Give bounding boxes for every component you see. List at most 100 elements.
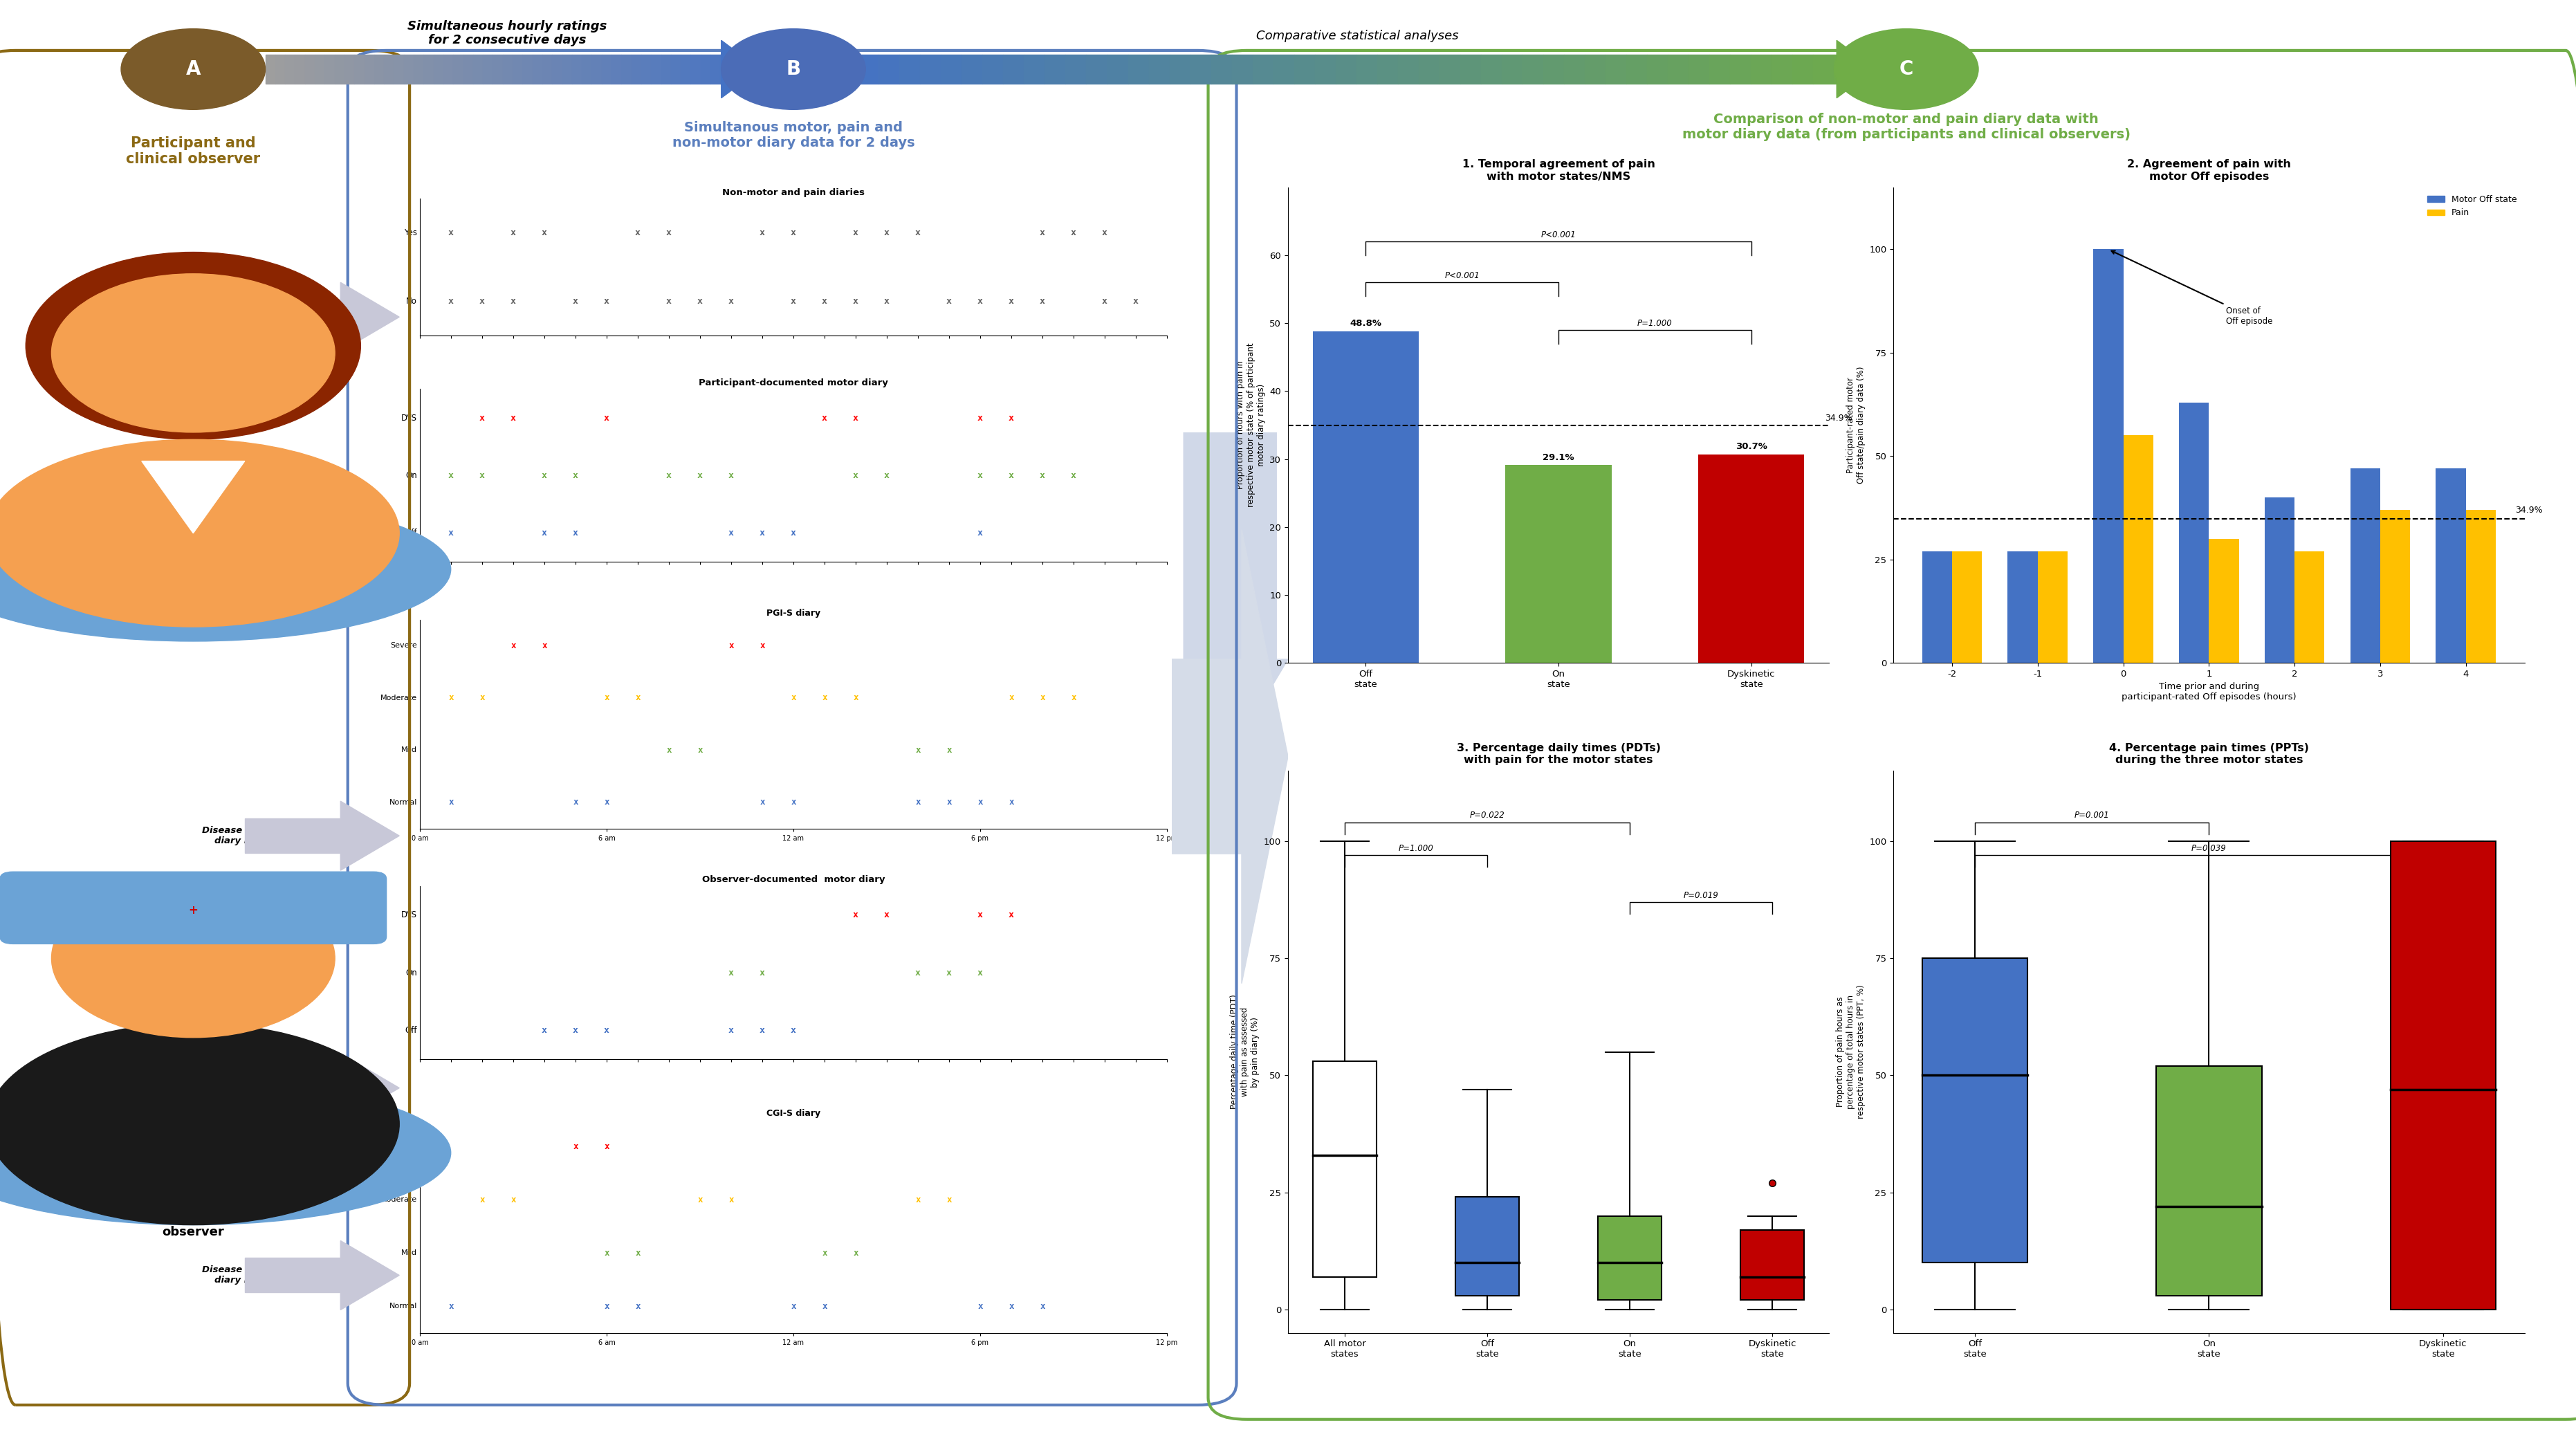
Text: x: x — [541, 641, 546, 650]
Text: x: x — [791, 297, 796, 305]
Bar — [1752, 55, 1772, 84]
Bar — [1231, 55, 1252, 84]
Text: x: x — [541, 471, 546, 480]
Text: x: x — [976, 968, 984, 977]
Text: 30.7%: 30.7% — [1736, 442, 1767, 451]
Text: x: x — [914, 968, 920, 977]
Bar — [404, 55, 415, 84]
Bar — [314, 55, 325, 84]
Text: x: x — [822, 414, 827, 422]
Y-axis label: Participant-rated motor
Off state/pain diary data (%): Participant-rated motor Off state/pain d… — [1847, 366, 1865, 484]
Text: x: x — [945, 1195, 951, 1205]
Text: x: x — [510, 229, 515, 238]
Title: CGI-S diary: CGI-S diary — [768, 1110, 819, 1118]
Bar — [961, 55, 981, 84]
Text: x: x — [636, 1248, 641, 1258]
Bar — [245, 300, 345, 334]
Bar — [940, 55, 961, 84]
Bar — [1419, 55, 1440, 84]
Bar — [641, 55, 652, 84]
Text: x: x — [853, 414, 858, 422]
Bar — [837, 55, 858, 84]
Text: x: x — [636, 1301, 641, 1311]
Bar — [1170, 55, 1190, 84]
Bar — [1504, 465, 1613, 663]
Polygon shape — [142, 461, 245, 533]
Bar — [1687, 55, 1710, 84]
Polygon shape — [1837, 40, 1875, 98]
Bar — [1564, 55, 1584, 84]
Bar — [2349, 468, 2380, 663]
Bar — [1378, 55, 1399, 84]
Text: x: x — [791, 529, 796, 537]
Text: PD home
diary rating: PD home diary rating — [214, 574, 276, 594]
Text: x: x — [667, 471, 672, 480]
Bar — [1625, 55, 1646, 84]
Title: PGI-S diary: PGI-S diary — [768, 610, 819, 618]
Text: x: x — [1010, 414, 1015, 422]
Bar — [265, 55, 276, 84]
Text: x: x — [1041, 1301, 1046, 1311]
Bar — [1252, 55, 1273, 84]
Bar — [2094, 249, 2123, 663]
Bar — [335, 55, 345, 84]
Bar — [492, 55, 502, 84]
Text: x: x — [448, 229, 453, 238]
Bar — [1834, 55, 1855, 84]
Text: B: B — [786, 59, 801, 79]
Bar — [2465, 510, 2496, 663]
Text: x: x — [1010, 1301, 1015, 1311]
Bar — [2264, 497, 2295, 663]
Text: x: x — [1072, 229, 1077, 238]
Bar — [2208, 539, 2239, 663]
Bar — [1481, 55, 1502, 84]
Bar — [1211, 55, 1231, 84]
Circle shape — [1834, 29, 1978, 110]
Bar — [433, 55, 443, 84]
Text: x: x — [479, 297, 484, 305]
Text: x: x — [603, 1301, 611, 1311]
Text: x: x — [1010, 297, 1015, 305]
Circle shape — [52, 879, 335, 1038]
Text: Non-motor and pain
diary rating: Non-motor and pain diary rating — [193, 307, 296, 327]
Bar — [572, 55, 582, 84]
Bar — [750, 55, 760, 84]
Text: x: x — [510, 641, 515, 650]
Text: x: x — [572, 471, 577, 480]
Text: x: x — [853, 693, 858, 702]
Bar — [652, 55, 662, 84]
Polygon shape — [340, 282, 399, 352]
Text: x: x — [698, 1195, 703, 1205]
Polygon shape — [340, 1053, 399, 1123]
Text: x: x — [822, 297, 827, 305]
Text: x: x — [853, 911, 858, 919]
Text: x: x — [791, 693, 796, 702]
Bar — [631, 55, 641, 84]
Text: Onset of
Off episode: Onset of Off episode — [2112, 251, 2272, 326]
Text: x: x — [729, 297, 734, 305]
Bar — [592, 55, 603, 84]
Bar — [1953, 552, 1981, 663]
Bar — [502, 55, 513, 84]
Text: x: x — [603, 1141, 611, 1151]
Bar — [670, 55, 680, 84]
Bar — [2380, 510, 2411, 663]
Text: x: x — [698, 746, 703, 755]
Text: x: x — [1041, 229, 1046, 238]
Text: Comparison of non-motor and pain diary data with
motor diary data (from particip: Comparison of non-motor and pain diary d… — [1682, 112, 2130, 141]
Text: x: x — [448, 297, 453, 305]
Text: x: x — [822, 1301, 827, 1311]
Bar — [464, 55, 474, 84]
Text: x: x — [976, 297, 984, 305]
Text: x: x — [448, 798, 453, 807]
Text: x: x — [572, 1141, 577, 1151]
Bar — [899, 55, 920, 84]
Bar — [245, 1071, 345, 1105]
Polygon shape — [340, 1241, 399, 1310]
Bar — [443, 55, 453, 84]
Text: x: x — [729, 471, 734, 480]
Text: x: x — [791, 1301, 796, 1311]
Title: 2. Agreement of pain with
motor Off episodes: 2. Agreement of pain with motor Off epis… — [2128, 160, 2290, 182]
Bar — [1314, 1061, 1376, 1277]
Bar — [513, 55, 523, 84]
